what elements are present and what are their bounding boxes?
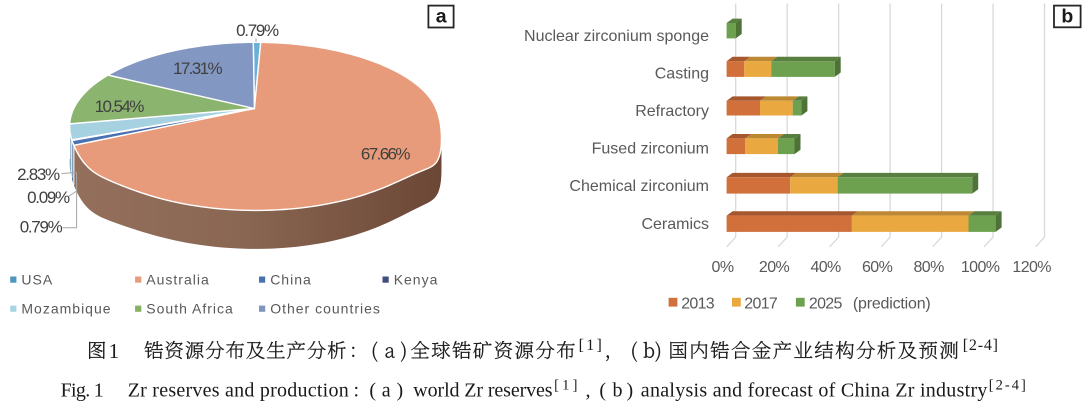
svg-text:67.66%: 67.66%: [361, 145, 411, 164]
svg-text::: :: [354, 379, 360, 401]
svg-text:Mozambique: Mozambique: [21, 301, 111, 317]
svg-text:Chemical zirconium: Chemical zirconium: [569, 178, 709, 195]
svg-text:(: (: [369, 379, 376, 401]
svg-text:2.83%: 2.83%: [17, 165, 60, 184]
svg-text:0.79%: 0.79%: [20, 218, 63, 237]
svg-text:analysis and forecast of China: analysis and forecast of China Zr indust…: [641, 379, 988, 401]
svg-text:40%: 40%: [810, 259, 841, 276]
svg-text:b: b: [613, 379, 623, 401]
svg-text:[1]: [1]: [554, 378, 581, 394]
svg-text:0.09%: 0.09%: [27, 188, 70, 207]
svg-text:a: a: [382, 379, 391, 401]
svg-text:): ): [627, 379, 634, 401]
svg-text:60%: 60%: [862, 259, 893, 276]
svg-text:[1]: [1]: [579, 337, 605, 354]
svg-text:South Africa: South Africa: [146, 301, 234, 317]
svg-text:100%: 100%: [961, 259, 1000, 276]
svg-text:b: b: [1061, 6, 1073, 28]
svg-text:10.54%: 10.54%: [95, 97, 145, 116]
svg-text:Fig. 1: Fig. 1: [61, 379, 104, 401]
svg-text:USA: USA: [21, 272, 53, 288]
svg-text:0%: 0%: [712, 259, 734, 276]
svg-text:(prediction): (prediction): [853, 295, 931, 312]
svg-text:Other countries: Other countries: [270, 301, 381, 317]
svg-text:Ceramics: Ceramics: [641, 216, 709, 233]
svg-text:0.79%: 0.79%: [236, 21, 279, 40]
svg-text:1: 1: [109, 339, 120, 363]
svg-text:China: China: [270, 272, 312, 288]
svg-text:Refractory: Refractory: [635, 103, 709, 120]
svg-text:2017: 2017: [744, 295, 778, 312]
svg-text:Casting: Casting: [655, 65, 709, 82]
svg-text:): ): [397, 379, 404, 401]
svg-text:Kenya: Kenya: [394, 272, 439, 288]
svg-text:world Zr reserves: world Zr reserves: [413, 379, 553, 401]
svg-text:a: a: [436, 6, 447, 28]
svg-text:Nuclear zirconium sponge: Nuclear zirconium sponge: [524, 28, 709, 45]
svg-text:(: (: [599, 379, 606, 401]
svg-text:[2-4]: [2-4]: [963, 337, 999, 354]
svg-text:20%: 20%: [759, 259, 790, 276]
svg-text:Fused zirconium: Fused zirconium: [592, 141, 709, 158]
svg-text:Australia: Australia: [146, 272, 209, 288]
svg-text:80%: 80%: [914, 259, 945, 276]
svg-text:[2-4]: [2-4]: [989, 378, 1028, 394]
svg-text:120%: 120%: [1012, 259, 1051, 276]
svg-text:,: ,: [586, 379, 591, 401]
svg-text:Zr reserves and production: Zr reserves and production: [128, 379, 349, 401]
svg-text:2025: 2025: [809, 295, 843, 312]
svg-text:17.31%: 17.31%: [173, 59, 223, 78]
svg-text:2013: 2013: [681, 295, 715, 312]
